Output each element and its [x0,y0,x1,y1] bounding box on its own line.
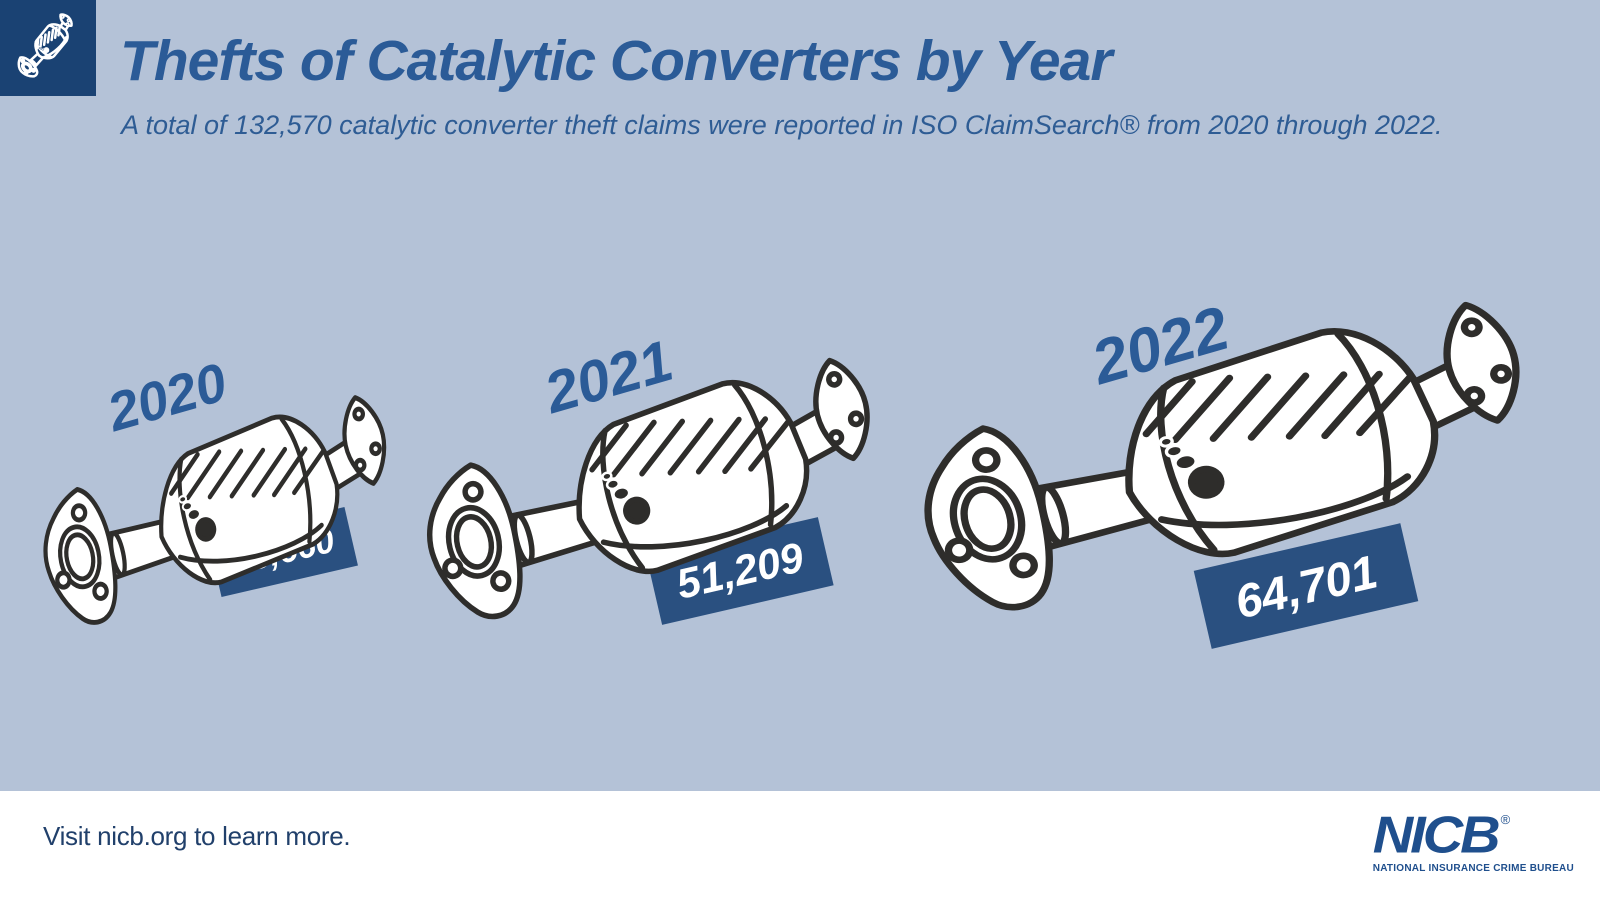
catalytic-converter-illustration-2020 [38,390,398,634]
catalytic-converter-illustration-2022 [915,295,1540,623]
catalytic-converter-illustration-2021 [420,352,885,630]
page-title: Thefts of Catalytic Converters by Year [120,29,1113,93]
nicb-logo-caption: NATIONAL INSURANCE CRIME BUREAU [1372,863,1574,874]
catalytic-converter-icon [2,8,91,85]
nicb-logo: NICB ® NATIONAL INSURANCE CRIME BUREAU [1372,805,1574,874]
footer-cta: Visit nicb.org to learn more. [43,821,351,851]
nicb-logo-text: NICB [1372,805,1501,864]
header-icon-tile [0,0,96,96]
registered-mark: ® [1500,812,1511,827]
page-subtitle: A total of 132,570 catalytic converter t… [121,110,1443,140]
footer-band: Visit nicb.org to learn more. NICB ® NAT… [0,791,1600,900]
